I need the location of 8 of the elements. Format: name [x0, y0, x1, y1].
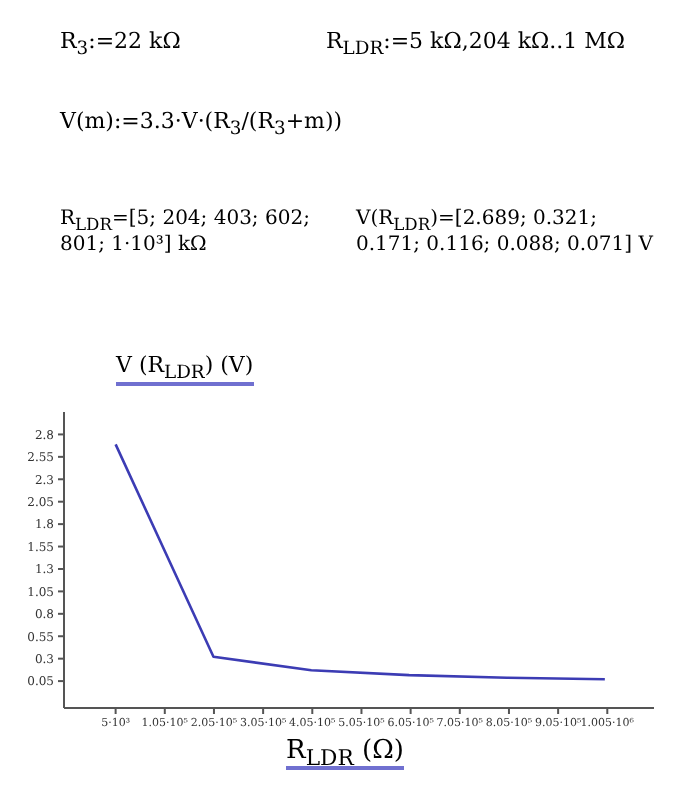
y-axis-title: V (R$_{LDR}$) (V) — [116, 352, 254, 385]
text: R$_{3}$:=22 kΩ — [60, 28, 181, 61]
line-series — [114, 443, 607, 681]
text: R$_{LDR}$=[5; 204; 403; 602; 801; 1·10³] kΩ — [60, 208, 310, 256]
text: V(R$_{LDR}$)=[2.689; 0.321; 0.171; 0.116; 0.088; 0.071] V — [356, 208, 653, 256]
x-axis-title: R$_{LDR}$ (Ω) — [286, 736, 404, 772]
text: V(m):=3.3·V·(R$_{3}$/(R$_{3}$+m)) — [60, 108, 343, 141]
text: R$_{LDR}$:=5 kΩ,204 kΩ..1 MΩ — [326, 28, 625, 61]
